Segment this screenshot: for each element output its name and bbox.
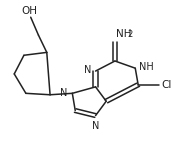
Text: Cl: Cl [161, 80, 171, 90]
Text: N: N [60, 88, 67, 98]
Text: OH: OH [22, 6, 38, 16]
Text: 2: 2 [128, 30, 133, 39]
Text: NH: NH [116, 29, 131, 39]
Text: N: N [84, 65, 92, 75]
Text: N: N [92, 121, 99, 131]
Text: NH: NH [139, 62, 153, 72]
